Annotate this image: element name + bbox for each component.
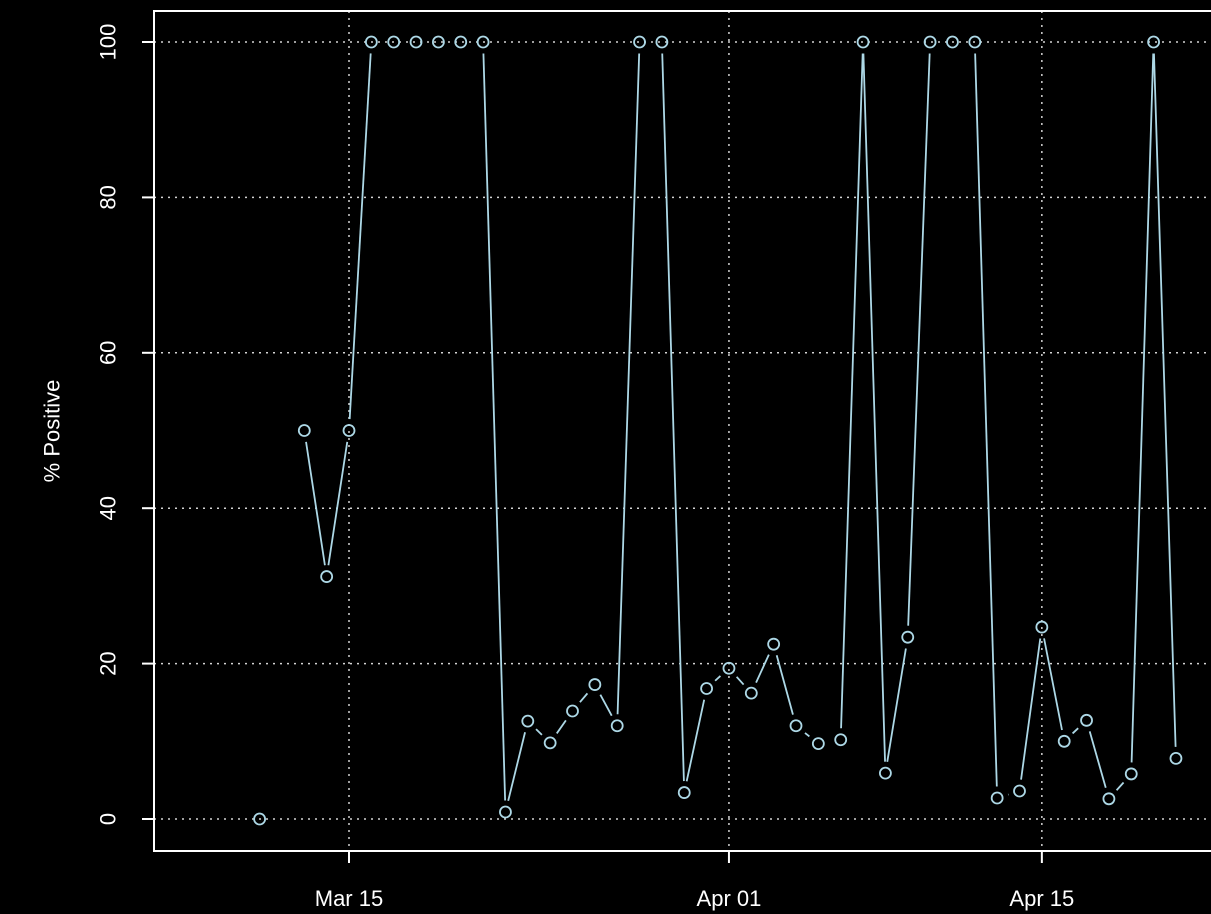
data-point	[789, 719, 803, 733]
data-point	[700, 682, 713, 695]
y-tick-label: 20	[96, 651, 121, 675]
data-point	[834, 733, 848, 747]
series-segment	[616, 53, 641, 715]
data-point	[968, 35, 982, 49]
x-tick-label: Apr 01	[697, 886, 762, 911]
data-point	[1147, 35, 1160, 49]
y-tick-label: 40	[96, 496, 121, 520]
series-segment	[327, 441, 349, 566]
x-tick-label: Apr 15	[1009, 886, 1074, 911]
data-point	[543, 736, 557, 750]
series-line	[305, 53, 1177, 802]
series-segment	[974, 53, 998, 787]
data-point	[409, 35, 423, 49]
series-segment	[661, 53, 685, 782]
series-segment	[507, 732, 526, 802]
data-point	[320, 570, 334, 583]
y-tick-label: 80	[96, 185, 121, 209]
data-point	[1124, 767, 1138, 781]
data-point	[431, 35, 445, 49]
data-point	[901, 630, 915, 644]
x-tick-label: Mar 15	[315, 886, 383, 911]
data-point	[811, 737, 825, 751]
series-segment	[1115, 781, 1125, 791]
series-points	[253, 35, 1183, 826]
data-point	[767, 637, 781, 651]
data-point	[610, 719, 624, 733]
y-tick-label: 60	[96, 341, 121, 365]
series-segment	[579, 692, 589, 703]
series-segment	[1020, 638, 1042, 780]
series-segment	[482, 53, 507, 801]
series-segment	[1071, 727, 1079, 735]
series-segment	[735, 676, 745, 686]
series-segment	[714, 675, 722, 682]
data-point	[946, 35, 959, 49]
series-segment	[862, 53, 886, 762]
y-tick-label: 0	[96, 813, 121, 825]
data-point	[1169, 751, 1183, 765]
data-point	[744, 686, 758, 700]
data-point	[297, 424, 311, 437]
series-segment	[305, 441, 326, 566]
y-tick-label: 100	[96, 24, 121, 61]
data-point	[476, 35, 490, 49]
data-point	[342, 424, 356, 437]
series-segment	[1043, 638, 1063, 731]
data-point	[364, 35, 378, 49]
data-point	[722, 661, 736, 675]
data-point	[588, 678, 602, 691]
series-segment	[907, 53, 931, 626]
series-segment	[1088, 731, 1107, 788]
data-point	[1080, 713, 1093, 727]
data-point	[1057, 734, 1071, 748]
grid-lines	[154, 11, 1211, 851]
series-segment	[685, 699, 706, 782]
data-point	[633, 35, 646, 49]
data-point	[677, 786, 691, 799]
data-point	[923, 35, 937, 49]
data-point	[990, 791, 1004, 805]
series-segment	[886, 648, 907, 762]
series-segment	[755, 654, 770, 684]
data-point	[253, 812, 267, 826]
series-segment	[535, 728, 543, 736]
data-point	[655, 35, 669, 49]
data-point	[1102, 792, 1116, 806]
series-segment	[840, 53, 864, 729]
axes: 0 20 40 60 80 100 Mar 15 Apr 01 Apr 15	[96, 24, 1075, 911]
series-segment	[1153, 53, 1177, 747]
data-point	[499, 805, 512, 819]
y-axis-title: % Positive	[40, 380, 65, 483]
data-point	[387, 35, 401, 49]
series-segment	[599, 694, 613, 717]
data-point	[521, 714, 535, 728]
series-segment	[556, 719, 567, 734]
series-segment	[804, 732, 810, 738]
data-point	[454, 35, 468, 49]
series-segment	[1130, 53, 1155, 763]
series-segment	[775, 655, 794, 715]
series-segment	[348, 53, 372, 420]
data-point	[1035, 620, 1049, 634]
data-point	[566, 704, 579, 718]
data-point	[856, 35, 870, 49]
data-point	[879, 766, 892, 780]
data-point	[1013, 784, 1026, 798]
